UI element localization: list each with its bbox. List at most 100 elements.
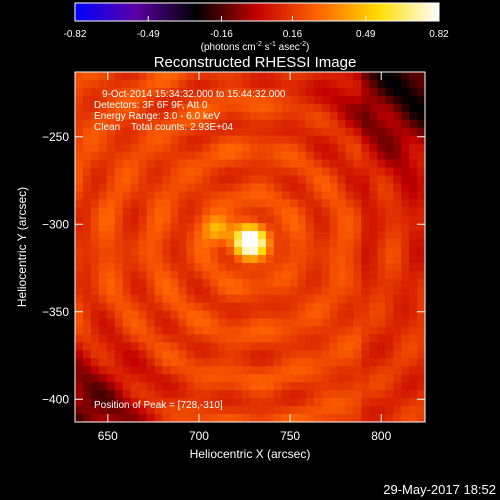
- heatmap-cell: [130, 239, 140, 248]
- heatmap-cell: [313, 183, 323, 192]
- heatmap-cell: [234, 366, 243, 375]
- heatmap-cell: [114, 95, 124, 105]
- heatmap-cell: [114, 111, 124, 121]
- heatmap-cell: [337, 294, 347, 304]
- heatmap-cell: [345, 223, 354, 232]
- heatmap-cell: [361, 294, 370, 304]
- heatmap-cell: [122, 342, 132, 351]
- heatmap-cell: [345, 79, 354, 89]
- heatmap-cell: [305, 207, 315, 216]
- heatmap-cell: [202, 350, 211, 359]
- heatmap-cell: [361, 278, 370, 288]
- heatmap-cell: [162, 103, 172, 113]
- heatmap-cell: [361, 239, 370, 248]
- heatmap-cell: [122, 87, 132, 97]
- heatmap-cell: [114, 374, 124, 383]
- heatmap-cell: [329, 310, 339, 320]
- heatmap-cell: [146, 223, 156, 232]
- heatmap-cell: [82, 175, 92, 184]
- heatmap-cell: [146, 406, 156, 415]
- heatmap-cell: [321, 270, 331, 280]
- heatmap-cell: [130, 326, 140, 336]
- heatmap-cell: [409, 127, 418, 137]
- heatmap-cell: [218, 151, 227, 161]
- heatmap-cell: [75, 294, 84, 304]
- heatmap-cell: [337, 398, 347, 407]
- heatmap-cell: [297, 318, 307, 328]
- heatmap-cell: [385, 159, 394, 169]
- heatmap-cell: [337, 414, 347, 422]
- heatmap-cell: [353, 278, 362, 288]
- heatmap-cell: [289, 79, 299, 89]
- heatmap-cell: [202, 414, 211, 422]
- heatmap-cell: [369, 231, 378, 240]
- heatmap-cell: [305, 374, 315, 383]
- heatmap-cell: [409, 326, 418, 336]
- heatmap-cell: [226, 374, 235, 383]
- heatmap-cell: [146, 310, 156, 320]
- heatmap-cell: [106, 318, 116, 328]
- heatmap-cell: [154, 127, 164, 137]
- heatmap-cell: [250, 135, 259, 145]
- heatmap-cell: [146, 175, 156, 184]
- heatmap-cell: [297, 414, 307, 422]
- heatmap-cell: [226, 318, 235, 328]
- heatmap-cell: [353, 414, 362, 422]
- heatmap-cell: [242, 262, 251, 272]
- heatmap-cell: [122, 239, 132, 248]
- heatmap-cell: [273, 215, 283, 224]
- heatmap-cell: [353, 334, 362, 344]
- heatmap-cell: [353, 135, 362, 145]
- heatmap-cell: [409, 390, 418, 399]
- heatmap-cell: [250, 143, 259, 153]
- heatmap-cell: [401, 95, 410, 105]
- heatmap-cell: [75, 326, 84, 336]
- heatmap-cell: [250, 318, 259, 328]
- heatmap-cell: [226, 247, 235, 256]
- heatmap-cell: [297, 247, 307, 256]
- heatmap-cell: [210, 247, 219, 256]
- heatmap-cell: [234, 318, 243, 328]
- heatmap-cell: [385, 414, 394, 422]
- heatmap-cell: [369, 358, 378, 367]
- heatmap-cell: [353, 103, 362, 113]
- heatmap-cell: [377, 406, 386, 415]
- heatmap-cell: [122, 366, 132, 375]
- heatmap-cell: [75, 191, 84, 200]
- heatmap-cell: [345, 151, 354, 161]
- heatmap-cell: [385, 199, 394, 208]
- heatmap-cell: [401, 374, 410, 383]
- heatmap-cell: [234, 358, 243, 367]
- heatmap-cell: [106, 199, 116, 208]
- heatmap-cell: [305, 143, 315, 153]
- heatmap-cell: [289, 334, 299, 344]
- heatmap-cell: [146, 167, 156, 176]
- heatmap-cell: [75, 406, 84, 415]
- heatmap-cell: [186, 318, 195, 328]
- heatmap-cell: [202, 406, 211, 415]
- heatmap-cell: [138, 72, 148, 81]
- heatmap-cell: [138, 103, 148, 113]
- heatmap-cell: [114, 151, 124, 161]
- heatmap-cell: [265, 310, 275, 320]
- heatmap-cell: [345, 111, 354, 121]
- heatmap-cell: [218, 223, 227, 232]
- heatmap-cell: [257, 270, 267, 280]
- heatmap-cell: [337, 247, 347, 256]
- heatmap-cell: [82, 270, 92, 280]
- heatmap-cell: [385, 95, 394, 105]
- heatmap-cell: [417, 72, 425, 81]
- heatmap-cell: [377, 231, 386, 240]
- heatmap-cell: [401, 294, 410, 304]
- heatmap-cell: [122, 350, 132, 359]
- heatmap-cell: [369, 342, 378, 351]
- heatmap-cell: [257, 167, 267, 176]
- heatmap-cell: [154, 302, 164, 312]
- heatmap-cell: [75, 72, 84, 81]
- heatmap-cell: [305, 87, 315, 97]
- heatmap-cell: [289, 223, 299, 232]
- heatmap-cell: [106, 215, 116, 224]
- heatmap-cell: [242, 159, 251, 169]
- heatmap-cell: [114, 350, 124, 359]
- heatmap-cell: [385, 286, 394, 296]
